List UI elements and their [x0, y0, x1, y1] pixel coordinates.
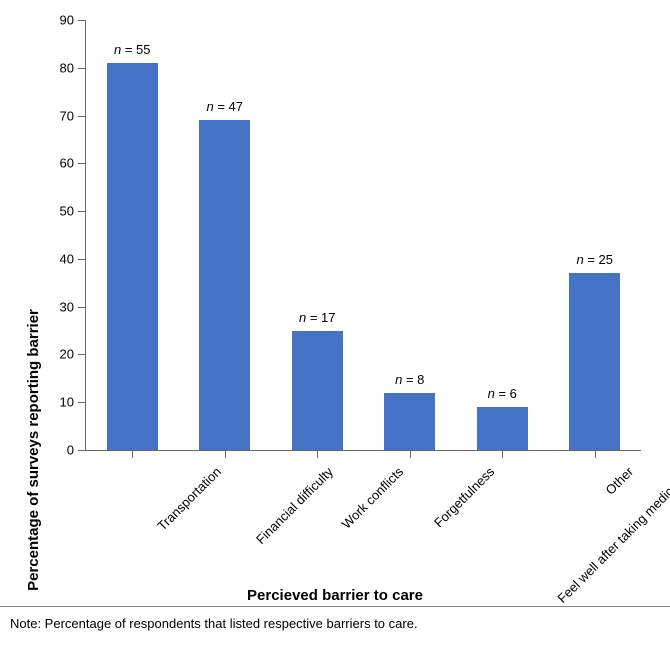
y-tick-label: 10	[46, 395, 74, 410]
x-tick	[317, 450, 318, 458]
y-tick-label: 50	[46, 204, 74, 219]
x-tick	[225, 450, 226, 458]
y-tick-label: 20	[46, 347, 74, 362]
y-tick	[78, 402, 86, 403]
x-tick	[132, 450, 133, 458]
bar-annotation: n = 8	[395, 372, 424, 387]
bar	[569, 273, 620, 450]
x-tick	[595, 450, 596, 458]
y-tick	[78, 354, 86, 355]
x-category-label: Other	[602, 464, 636, 498]
y-tick	[78, 68, 86, 69]
bar	[384, 393, 435, 450]
y-tick	[78, 450, 86, 451]
y-tick	[78, 116, 86, 117]
y-tick-label: 90	[46, 13, 74, 28]
bar-annotation: n = 6	[488, 386, 517, 401]
y-tick-label: 80	[46, 60, 74, 75]
y-tick-label: 40	[46, 251, 74, 266]
y-tick	[78, 259, 86, 260]
chart-container: 0 10 20 30 40 50 60 70 80 90 n = 55 Transportation n…	[0, 0, 670, 639]
x-category-label: Forgetfulness	[431, 464, 497, 530]
x-category-label: Transportation	[155, 464, 225, 534]
chart-note: Note: Percentage of respondents that lis…	[10, 616, 418, 631]
bar	[199, 120, 250, 450]
y-tick	[78, 211, 86, 212]
bar	[107, 63, 158, 450]
x-tick	[502, 450, 503, 458]
bar	[477, 407, 528, 450]
bar-annotation: n = 25	[576, 252, 613, 267]
y-tick	[78, 307, 86, 308]
bar-annotation: n = 17	[299, 310, 336, 325]
y-tick	[78, 20, 86, 21]
bar-annotation: n = 55	[114, 42, 151, 57]
divider-line	[0, 606, 670, 607]
y-tick	[78, 163, 86, 164]
x-category-label: Work conflicts	[339, 464, 407, 532]
x-category-label: Financial difficulty	[253, 464, 336, 547]
bar-annotation: n = 47	[206, 99, 243, 114]
y-tick-label: 0	[46, 443, 74, 458]
y-tick-label: 70	[46, 108, 74, 123]
y-tick-label: 30	[46, 299, 74, 314]
x-axis-label: Percieved barrier to care	[0, 587, 670, 604]
plot-area: 0102030405060708090n = 55Transportationn…	[85, 20, 641, 451]
y-tick-label: 60	[46, 156, 74, 171]
x-tick	[410, 450, 411, 458]
bar	[292, 331, 343, 450]
